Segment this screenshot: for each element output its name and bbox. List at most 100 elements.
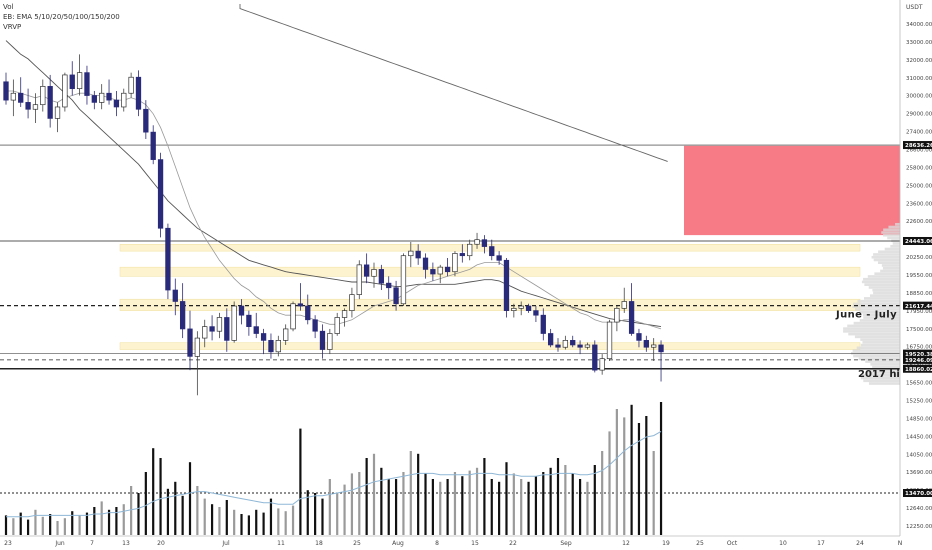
candle[interactable] xyxy=(562,340,569,348)
volume-bar[interactable] xyxy=(210,504,214,535)
candle[interactable] xyxy=(658,344,664,353)
volume-bar[interactable] xyxy=(630,404,633,535)
candle[interactable] xyxy=(606,321,613,360)
volume-bar[interactable] xyxy=(593,465,596,535)
candle[interactable] xyxy=(312,319,318,332)
volume-bar[interactable] xyxy=(498,481,501,535)
volume-bar[interactable] xyxy=(402,472,405,535)
volume-bar[interactable] xyxy=(49,514,52,535)
price-axis[interactable] xyxy=(900,0,932,550)
volume-bar[interactable] xyxy=(321,498,324,535)
candle[interactable] xyxy=(224,317,230,341)
volume-bar[interactable] xyxy=(461,476,464,535)
candle[interactable] xyxy=(275,340,281,353)
volume-bar[interactable] xyxy=(284,511,287,535)
candle[interactable] xyxy=(452,253,458,273)
volume-bar[interactable] xyxy=(299,428,302,535)
volume-bar[interactable] xyxy=(564,465,567,535)
volume-bar[interactable] xyxy=(225,500,228,535)
candle[interactable] xyxy=(327,333,333,350)
candle[interactable] xyxy=(62,74,68,108)
candle[interactable] xyxy=(489,246,495,257)
volume-bar[interactable] xyxy=(409,451,412,535)
candle[interactable] xyxy=(408,250,414,257)
volume-bar[interactable] xyxy=(314,493,317,535)
candle[interactable] xyxy=(54,106,61,119)
volume-bar[interactable] xyxy=(623,417,626,535)
volume-bar[interactable] xyxy=(306,490,309,535)
candle[interactable] xyxy=(577,344,583,348)
volume-bar[interactable] xyxy=(343,484,346,535)
candle[interactable] xyxy=(128,76,134,94)
volume-bar[interactable] xyxy=(122,504,125,535)
candle[interactable] xyxy=(121,92,127,108)
supply-zone[interactable] xyxy=(684,145,900,236)
candle[interactable] xyxy=(194,337,201,357)
candle[interactable] xyxy=(614,307,620,323)
volume-bar[interactable] xyxy=(291,505,295,535)
candle[interactable] xyxy=(547,333,554,346)
candle[interactable] xyxy=(3,81,9,101)
volume-bar[interactable] xyxy=(512,473,515,535)
candle[interactable] xyxy=(113,99,120,108)
volume-bar[interactable] xyxy=(26,519,30,535)
volume-bar[interactable] xyxy=(446,479,449,535)
candle[interactable] xyxy=(216,317,223,332)
volume-bar[interactable] xyxy=(387,479,390,535)
candle[interactable] xyxy=(25,102,31,110)
candle[interactable] xyxy=(157,159,164,229)
candle[interactable] xyxy=(187,328,193,357)
volume-bar[interactable] xyxy=(130,486,133,535)
candle[interactable] xyxy=(570,340,576,346)
candle[interactable] xyxy=(150,131,156,160)
volume-bar[interactable] xyxy=(93,507,96,535)
volume-bar[interactable] xyxy=(336,493,339,535)
volume-bar[interactable] xyxy=(137,493,140,535)
volume-bar[interactable] xyxy=(277,508,280,535)
candle[interactable] xyxy=(496,255,502,261)
candle[interactable] xyxy=(636,333,642,341)
volume-bar[interactable] xyxy=(439,481,442,535)
candle[interactable] xyxy=(10,92,17,101)
range-annotation[interactable]: June - July range high xyxy=(835,309,932,320)
volume-bar[interactable] xyxy=(490,479,493,535)
volume-bar[interactable] xyxy=(365,458,368,535)
candle[interactable] xyxy=(47,86,53,119)
candle[interactable] xyxy=(584,344,591,348)
candle[interactable] xyxy=(511,307,517,311)
volume-bar[interactable] xyxy=(56,521,59,535)
candle[interactable] xyxy=(651,344,657,348)
volume-bar[interactable] xyxy=(534,476,538,535)
candle[interactable] xyxy=(76,72,83,90)
candle[interactable] xyxy=(268,340,274,353)
volume-bar[interactable] xyxy=(159,458,162,535)
candle[interactable] xyxy=(349,294,355,311)
volume-bar[interactable] xyxy=(247,515,250,535)
volume-bar[interactable] xyxy=(578,479,582,535)
candle[interactable] xyxy=(246,314,252,327)
volume-bar[interactable] xyxy=(78,515,81,535)
candle[interactable] xyxy=(165,227,171,291)
volume-bar[interactable] xyxy=(19,512,22,535)
volume-bar[interactable] xyxy=(556,458,560,535)
volume-bar[interactable] xyxy=(586,481,589,535)
volume-indicator-label[interactable]: Vol xyxy=(3,3,14,11)
candle[interactable] xyxy=(474,239,480,245)
candle[interactable] xyxy=(533,310,539,316)
candle[interactable] xyxy=(444,266,451,273)
volume-bar[interactable] xyxy=(372,453,376,535)
candle[interactable] xyxy=(540,314,546,334)
candle[interactable] xyxy=(202,326,208,339)
candle[interactable] xyxy=(290,303,296,330)
candle[interactable] xyxy=(555,344,561,348)
volume-bar[interactable] xyxy=(233,509,236,535)
volume-bar[interactable] xyxy=(203,498,206,535)
candle[interactable] xyxy=(231,305,237,341)
candle[interactable] xyxy=(84,72,90,96)
volume-bar[interactable] xyxy=(107,509,111,535)
volume-bar[interactable] xyxy=(542,472,545,535)
ema-indicator-label[interactable]: EB: EMA 5/10/20/50/100/150/200 xyxy=(3,13,120,21)
price-label-box[interactable] xyxy=(903,236,932,245)
